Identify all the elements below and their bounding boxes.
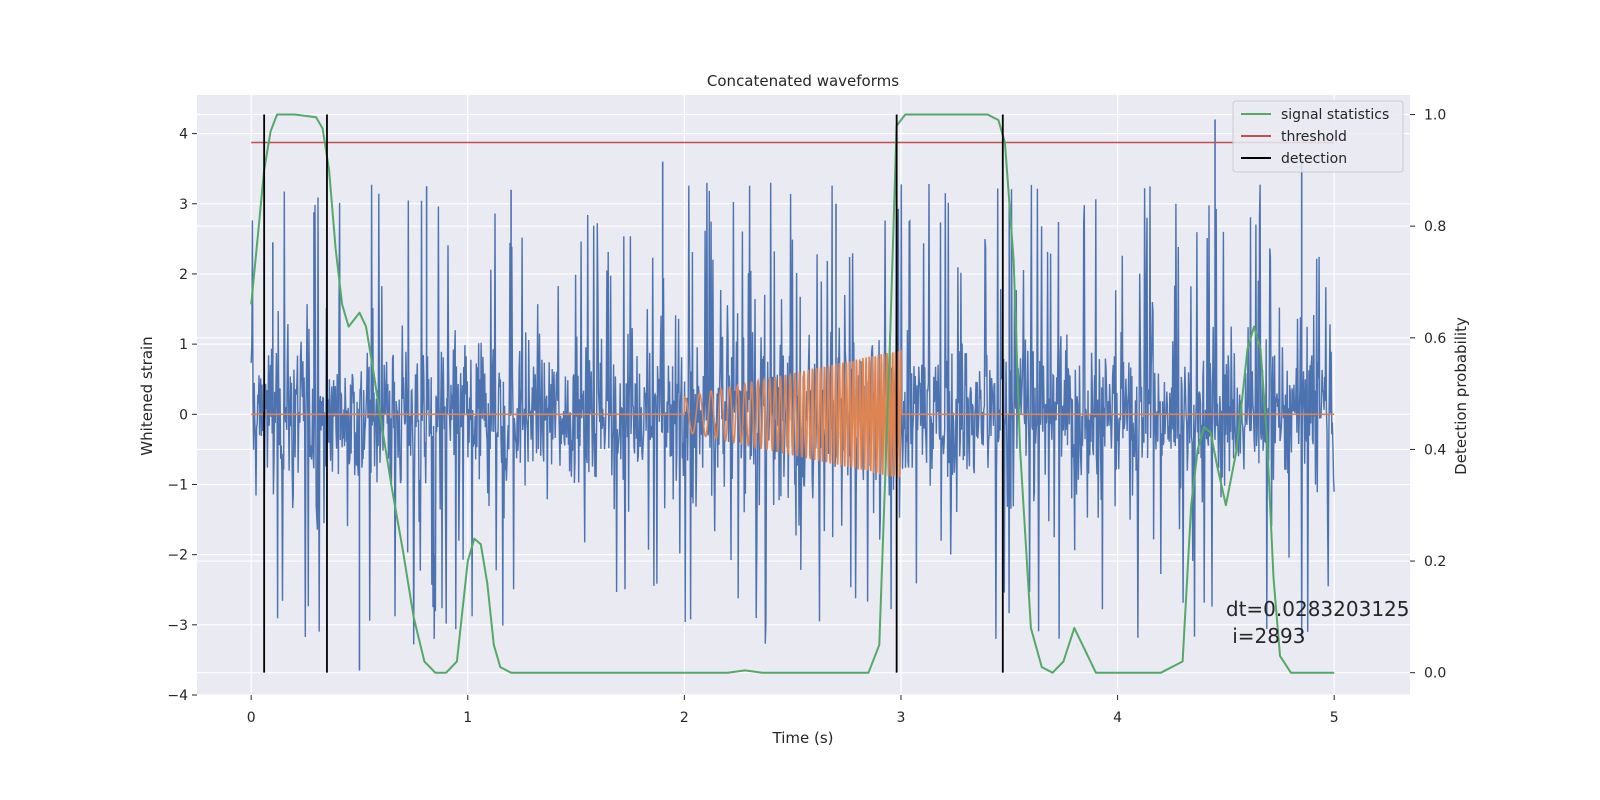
x-tick-label: 0 <box>247 710 256 726</box>
x-axis: 0 1 2 3 4 5 <box>247 695 1339 726</box>
chart-title: Concatenated waveforms <box>707 72 899 90</box>
y-tick-label: 4 <box>179 127 188 143</box>
legend-box <box>1232 100 1404 173</box>
signal-statistics-line <box>250 113 1335 674</box>
y-right-tick-label: 0.4 <box>1424 442 1446 458</box>
y-tick-label: 1 <box>179 337 188 353</box>
legend: signal statistics threshold detection <box>1232 100 1404 173</box>
x-tick-label: 1 <box>463 710 472 726</box>
y-right-tick-label: 0.8 <box>1424 219 1446 235</box>
template-series <box>251 349 1335 479</box>
annotation-index: i=2893 <box>1226 624 1306 648</box>
annotation: dt=0.0283203125 i=2893 <box>1226 597 1410 648</box>
y-tick-label: −4 <box>167 688 188 704</box>
whitened-strain-series <box>250 119 1335 671</box>
y-axis-right: 0.0 0.2 0.4 0.6 0.8 1.0 <box>1410 108 1446 682</box>
legend-label: signal statistics <box>1281 107 1389 123</box>
x-tick-label: 2 <box>680 710 689 726</box>
x-tick-label: 5 <box>1330 710 1339 726</box>
y-right-tick-label: 0.6 <box>1424 331 1446 347</box>
signal-statistics-series <box>250 113 1335 674</box>
y-right-tick-label: 0.2 <box>1424 554 1446 570</box>
detection-series <box>263 114 1004 673</box>
y-tick-label: −2 <box>167 548 188 564</box>
y-tick-label: 3 <box>179 197 188 213</box>
y-tick-label: −3 <box>167 618 188 634</box>
legend-label: threshold <box>1281 129 1347 145</box>
y-axis-right-label: Detection probability <box>1452 317 1470 475</box>
y-tick-label: 0 <box>179 407 188 423</box>
y-tick-label: 2 <box>179 267 188 283</box>
template-line <box>251 349 1335 479</box>
x-tick-label: 3 <box>897 710 906 726</box>
y-tick-label: −1 <box>167 477 188 493</box>
y-right-tick-label: 0.0 <box>1424 666 1446 682</box>
x-tick-label: 4 <box>1113 710 1122 726</box>
y-axis-label: Whitened strain <box>138 336 156 455</box>
strain-line <box>250 182 1335 645</box>
y-right-tick-label: 1.0 <box>1424 108 1446 124</box>
legend-label: detection <box>1281 151 1347 167</box>
x-axis-label: Time (s) <box>772 729 834 747</box>
annotation-dt: dt=0.0283203125 <box>1226 597 1410 621</box>
y-axis-left: −4 −3 −2 −1 0 1 2 3 4 <box>167 127 197 704</box>
